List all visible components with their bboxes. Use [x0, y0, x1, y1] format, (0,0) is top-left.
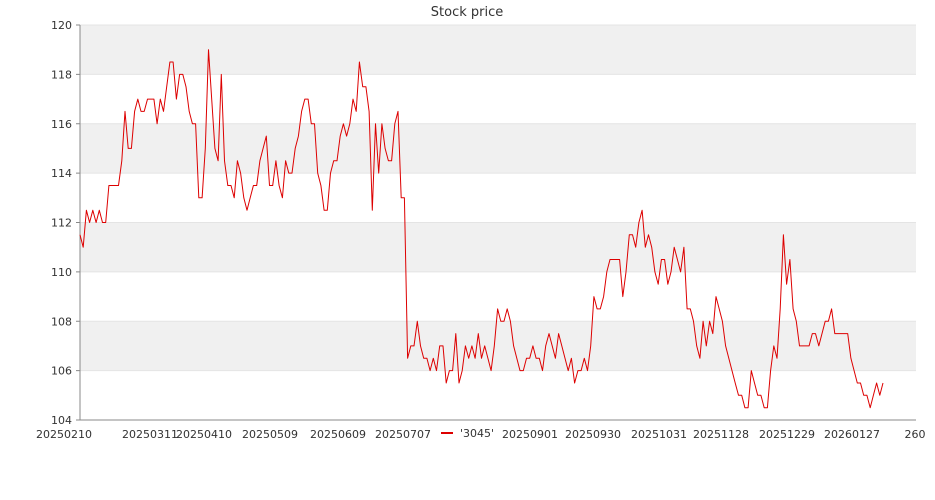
- x-tick-label: 20250707: [375, 428, 431, 441]
- series-line: [79, 49, 884, 409]
- x-tick-label: 20250930: [565, 428, 621, 441]
- y-tick-label: 106: [51, 365, 72, 378]
- x-tick-label: 20250410: [176, 428, 232, 441]
- background-band: [80, 222, 916, 272]
- y-tick-label: 108: [51, 315, 72, 328]
- y-tick-label: 114: [51, 167, 72, 180]
- background-band: [80, 25, 916, 75]
- x-tick-label: 20250210: [36, 428, 92, 441]
- x-tick-label: 20250901: [502, 428, 558, 441]
- y-tick-label: 112: [51, 217, 72, 230]
- grid-lines: [80, 24, 916, 421]
- y-tick-label: 116: [51, 118, 72, 131]
- chart-title: Stock price: [431, 5, 503, 20]
- x-tick-label: 20251229: [759, 428, 815, 441]
- y-tick-label: 104: [51, 414, 72, 427]
- y-tick-label: 120: [51, 19, 72, 32]
- y-tick-label: 118: [51, 68, 72, 81]
- y-axis-tick-labels: 104 106 108 110 112 114 116 118 120: [51, 19, 80, 427]
- x-tick-label: 20260127: [824, 428, 880, 441]
- x-tick-label: 20251128: [693, 428, 749, 441]
- x-tick-label: 20250509: [242, 428, 298, 441]
- background-band: [80, 321, 916, 371]
- x-tick-label: 20251031: [631, 428, 687, 441]
- x-tick-label: 20250311: [122, 428, 178, 441]
- x-tick-label: 260: [905, 428, 926, 441]
- legend[interactable]: '3045': [441, 427, 494, 440]
- x-tick-label: 20250609: [310, 428, 366, 441]
- y-tick-label: 110: [51, 266, 72, 279]
- legend-label: '3045': [460, 427, 494, 440]
- series-lines: [79, 49, 884, 409]
- plot-background-bands: [80, 25, 916, 371]
